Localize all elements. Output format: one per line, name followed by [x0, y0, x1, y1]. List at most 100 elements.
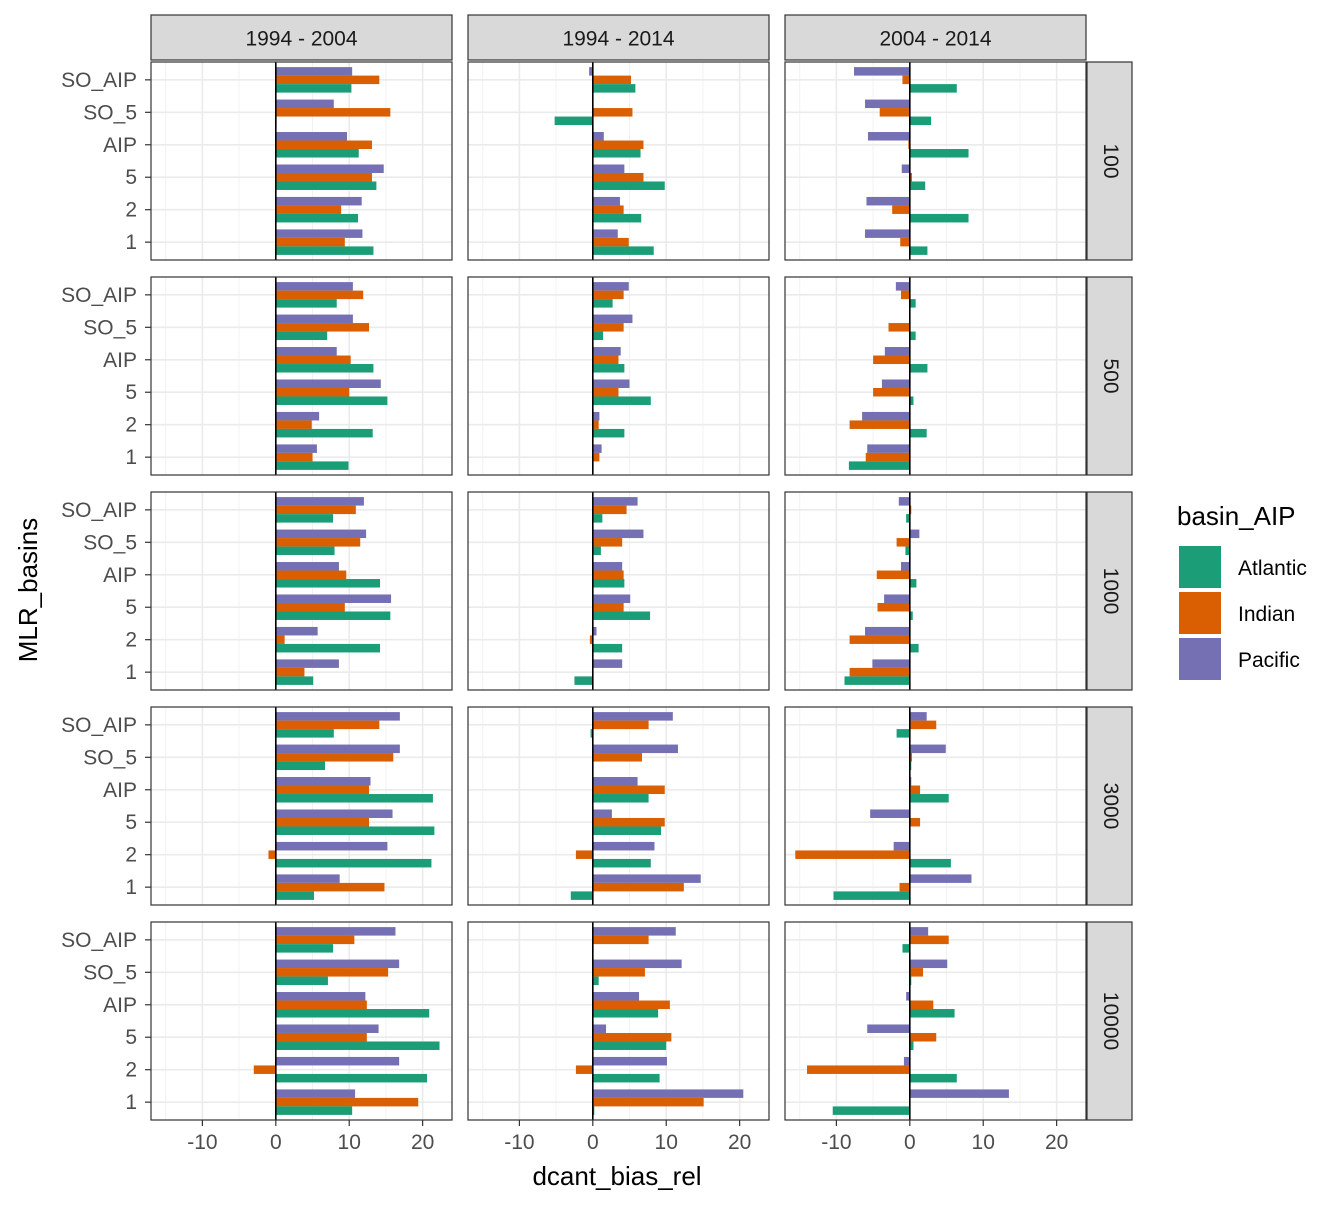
y-tick-label: AIP	[103, 349, 137, 372]
bar-pacific-5	[870, 809, 910, 818]
bar-pacific-aip	[906, 992, 910, 1001]
panel-background	[785, 62, 1086, 260]
bar-pacific-so-aip	[275, 497, 364, 506]
panel-background	[468, 62, 769, 260]
bar-indian-2	[849, 635, 910, 644]
x-tick-label: 0	[587, 1131, 599, 1154]
x-tick-label: 10	[655, 1131, 678, 1154]
bar-indian-1	[275, 882, 385, 892]
panel-border	[467, 276, 770, 476]
bar-indian-so-5	[275, 968, 389, 977]
bar-atlantic-5	[909, 396, 914, 405]
bar-indian-2	[253, 1065, 276, 1074]
bar-atlantic-2	[275, 858, 432, 868]
panel-border	[784, 491, 1087, 691]
bar-atlantic-so-aip	[592, 514, 603, 523]
panel-3000-1994-2004	[150, 706, 453, 906]
bar-atlantic-aip	[909, 1009, 955, 1018]
bar-indian-so-5	[275, 753, 394, 762]
bar-atlantic-aip	[275, 579, 381, 588]
bar-atlantic-5	[909, 1041, 914, 1050]
panel-100-2004-2014	[784, 61, 1087, 261]
bar-indian-aip	[592, 785, 665, 795]
bar-atlantic-1	[275, 461, 349, 470]
bar-pacific-so-aip	[275, 282, 353, 291]
bar-indian-5	[592, 172, 644, 182]
bar-indian-2	[892, 205, 910, 214]
bar-pacific-so-5	[592, 744, 678, 754]
bar-pacific-aip	[275, 777, 371, 786]
col-strip-1994-2004	[150, 14, 453, 61]
x-tick-label: -10	[821, 1131, 851, 1154]
bar-atlantic-5	[592, 611, 651, 620]
bar-atlantic-2	[592, 858, 651, 868]
panel-border	[150, 706, 453, 906]
bar-indian-1	[865, 452, 910, 462]
row-strip-100	[1086, 61, 1133, 261]
bar-pacific-so-5	[909, 744, 946, 754]
bar-atlantic-1	[832, 1106, 910, 1115]
panel-border	[150, 276, 453, 476]
bar-atlantic-1	[592, 246, 654, 255]
x-axis-title: dcant_bias_rel	[532, 1161, 701, 1191]
panel-background	[468, 707, 769, 905]
panel-border	[467, 61, 770, 261]
bar-pacific-so-5	[275, 959, 400, 969]
bar-atlantic-5	[909, 611, 913, 620]
bar-pacific-so-5	[275, 744, 400, 754]
bar-pacific-so-5	[592, 529, 644, 539]
panel-background	[151, 62, 452, 260]
bar-pacific-2	[592, 196, 620, 206]
bar-atlantic-1	[909, 246, 928, 255]
bar-indian-so-5	[592, 753, 642, 762]
y-tick-label: 2	[125, 629, 137, 652]
y-tick-label: 5	[125, 166, 137, 189]
bar-pacific-1	[872, 659, 910, 668]
panel-500-1994-2014	[467, 276, 770, 476]
y-tick-label: AIP	[103, 564, 137, 587]
bar-atlantic-2	[909, 428, 927, 438]
bar-pacific-1	[909, 1089, 1009, 1098]
panel-border	[150, 921, 453, 1121]
bar-indian-aip	[909, 1000, 934, 1010]
bar-atlantic-2	[275, 1073, 428, 1083]
bar-indian-so-5	[592, 108, 633, 117]
y-tick-label: 1	[125, 661, 137, 684]
panel-100-1994-2004	[150, 61, 453, 261]
panel-500-1994-2004	[150, 276, 453, 476]
panel-10000-1994-2014	[467, 921, 770, 1121]
bar-pacific-5	[275, 379, 381, 388]
bar-pacific-so-aip	[275, 927, 396, 936]
x-tick-label: -10	[504, 1131, 534, 1154]
bar-atlantic-so-aip	[909, 84, 957, 93]
bar-atlantic-aip	[592, 364, 625, 373]
bar-indian-so-5	[909, 968, 924, 977]
bar-pacific-5	[275, 594, 392, 603]
bar-indian-aip	[592, 1000, 670, 1010]
bar-pacific-aip	[275, 562, 339, 571]
bar-indian-1	[592, 237, 629, 247]
bar-indian-1	[849, 667, 910, 677]
bar-indian-aip	[873, 355, 910, 365]
bar-indian-so-aip	[902, 75, 910, 85]
bar-indian-so-aip	[275, 720, 380, 730]
y-tick-label: 5	[125, 596, 137, 619]
bar-indian-1	[275, 667, 305, 677]
panel-background	[785, 707, 1086, 905]
col-strip-1994-2014	[467, 14, 770, 61]
bar-pacific-so-aip	[592, 282, 629, 291]
panel-1000-2004-2014	[784, 491, 1087, 691]
bar-atlantic-1	[275, 676, 314, 685]
bar-pacific-5	[592, 164, 625, 173]
bar-atlantic-2	[275, 428, 373, 438]
facet-panels	[150, 61, 1087, 1121]
bar-atlantic-5	[275, 826, 435, 835]
bar-indian-2	[275, 635, 285, 644]
y-tick-label: AIP	[103, 134, 137, 157]
bar-pacific-5	[901, 164, 910, 173]
panel-3000-2004-2014	[784, 706, 1087, 906]
bar-indian-aip	[275, 570, 347, 580]
bar-indian-1	[592, 1097, 704, 1107]
bar-pacific-2	[275, 841, 388, 851]
